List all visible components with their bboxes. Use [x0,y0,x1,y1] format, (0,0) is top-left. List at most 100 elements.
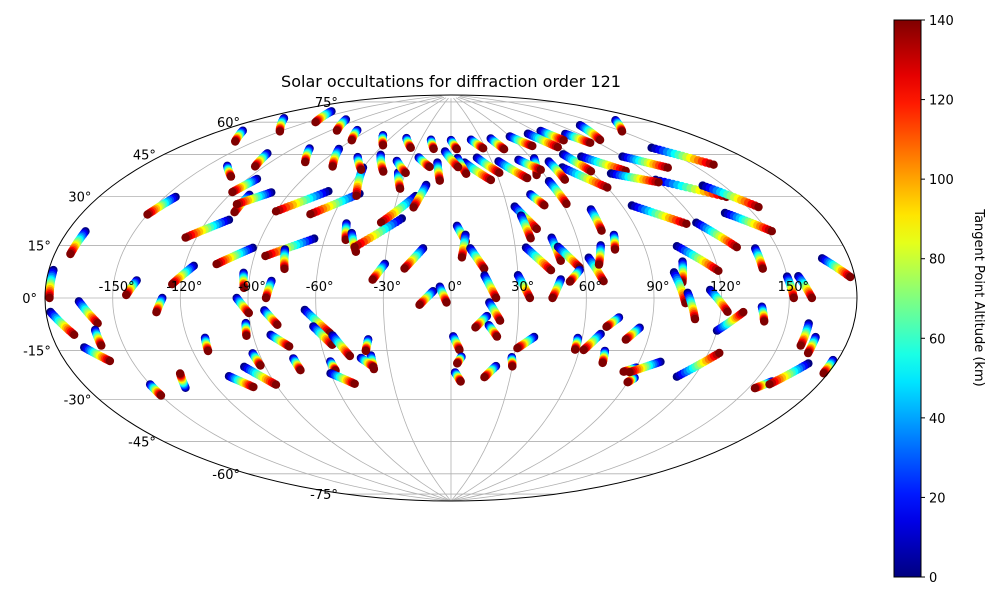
occultation-track [232,188,276,209]
tangent-point [491,293,501,303]
graticule-grid [45,95,857,501]
tangent-point [548,293,557,303]
occultation-track [471,311,492,332]
occultation-track [565,265,584,286]
occultation-track [239,268,249,293]
tangent-point [556,256,565,265]
occultation-track [796,319,813,350]
longitude-tick-label: 150° [778,280,809,295]
latitude-tick-label: -60° [212,468,240,483]
tangent-point [540,201,549,210]
tangent-point [663,163,672,172]
occultation-track [553,242,584,272]
occultation-track [361,335,373,356]
latitude-tick-label: 30° [68,191,91,206]
tangent-point [332,126,342,135]
tangent-point [846,272,855,282]
occultation-track [460,158,496,185]
occultation-track [611,116,627,136]
tangent-point [586,138,595,147]
occultation-track [231,126,247,146]
tangent-point [553,143,562,152]
tangent-point [597,226,606,235]
occultation-track [143,192,180,219]
occultation-track [480,271,501,303]
occultation-track [168,261,198,289]
occultation-track [394,168,405,193]
latitude-tick-label: 45° [133,148,156,163]
occultation-track [392,156,410,178]
tangent-point [70,330,79,339]
occultation-track [328,331,355,361]
occultation-track [212,243,257,269]
tangent-point [623,378,632,387]
occultation-track [414,153,434,172]
longitude-tick-label: 90° [646,280,669,295]
occultation-track [598,346,610,368]
occultation-track [378,131,388,150]
latitude-tick-label: -75° [310,488,338,503]
occultation-track [765,359,813,389]
tangent-point [231,137,240,146]
tangent-point [226,172,236,181]
occultation-track [66,227,90,259]
tangent-point [570,345,580,354]
colorbar-ticks: 0 20 40 60 80 100 120 140 [921,14,954,586]
occultation-track [145,380,166,400]
occultation-track [466,244,489,273]
tangent-point [435,176,444,185]
occultation-track [241,318,251,340]
tangent-point [528,141,537,151]
occultation-track [544,157,570,184]
tangent-point [311,118,320,127]
occultation-track [328,144,344,171]
occultation-track [683,288,700,324]
occultation-track [332,115,351,135]
occultation-track [627,201,691,228]
tangent-point [760,317,769,326]
tangent-point [789,293,798,303]
tangent-point [536,165,545,174]
longitude-tick-label: -120° [166,280,202,295]
occultation-track [181,215,234,242]
occultation-track [46,307,79,339]
tangent-point [654,178,663,187]
occultation-track [350,214,406,252]
tangent-point [619,367,628,376]
tangent-point [617,127,627,136]
occultation-track [817,254,855,282]
tangent-point [709,160,718,169]
occultation-track [586,205,606,235]
longitude-tick-label: -30° [373,280,401,295]
occultation-track [602,313,624,331]
longitude-tick-label: 30° [511,280,534,295]
tangent-point [347,136,356,145]
tangent-point [271,207,281,216]
tangent-point [758,264,767,273]
occultation-track [90,325,106,350]
occultation-track [751,244,767,273]
tangent-point [280,264,289,274]
latitude-tick-labels: -75° -60° -45° -30° -15° 0° 15° 30° 45° 60° 75° [22,96,338,503]
occultation-track [558,150,596,176]
occultation-track [435,282,451,307]
tangent-point [242,331,251,340]
tangent-point [621,335,630,344]
tangent-point [250,162,260,171]
longitude-tick-labels: -150° -120° -90° -60° -30° 0° 30° 60° 90° 120° 150… [99,280,809,295]
occultation-track [484,321,502,341]
tangent-point [602,322,611,331]
tangent-point [452,144,461,154]
tangent-point [462,169,471,178]
occultation-track [558,163,612,192]
tangent-point [181,233,190,242]
occultation-track [289,354,305,375]
occultation-track [647,143,718,169]
tangent-point [368,275,377,284]
occultation-track [368,259,390,284]
occultation-track [606,169,663,187]
tangent-point [479,144,488,153]
latitude-tick-label: 75° [315,96,338,111]
tangent-point [595,135,605,145]
tangent-point [739,307,748,317]
